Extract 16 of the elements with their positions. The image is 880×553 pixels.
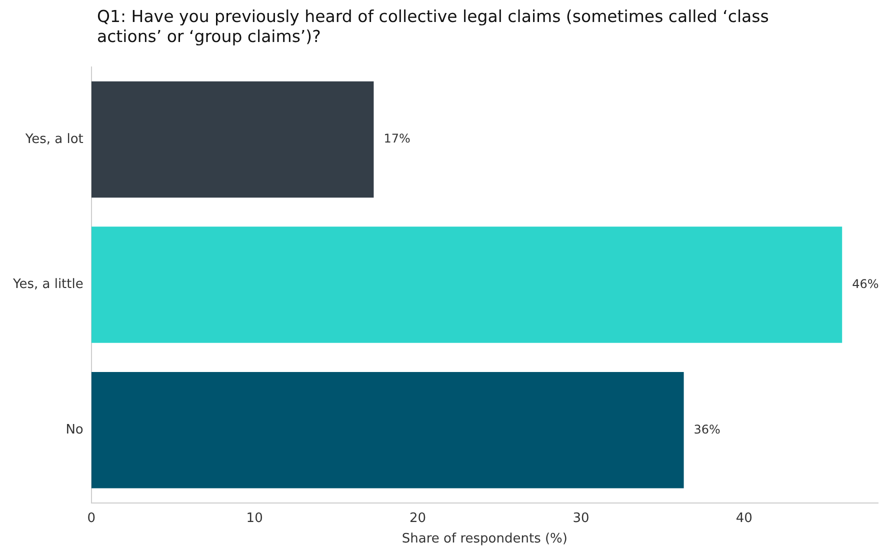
x-tick-label: 0 xyxy=(87,510,96,526)
y-tick-label: Yes, a little xyxy=(12,277,84,292)
chart-title: Q1: Have you previously heard of collective legal claims (sometimes called ‘class actions’ or ‘group claims’)? xyxy=(97,7,770,47)
data-label: 17% xyxy=(384,132,410,146)
bar xyxy=(91,81,374,198)
x-tick-label: 10 xyxy=(246,510,263,526)
y-tick-label: No xyxy=(66,422,84,438)
bar xyxy=(91,226,842,343)
x-axis-title: Share of respondents (%) xyxy=(402,532,568,547)
x-tick-label: 30 xyxy=(572,510,590,526)
x-tick-label: 20 xyxy=(410,510,426,526)
bar xyxy=(91,372,684,488)
y-tick-label: Yes, a lot xyxy=(24,132,84,147)
data-label: 36% xyxy=(694,422,720,436)
x-tick-label: 40 xyxy=(736,510,752,526)
data-label: 46% xyxy=(852,276,879,291)
